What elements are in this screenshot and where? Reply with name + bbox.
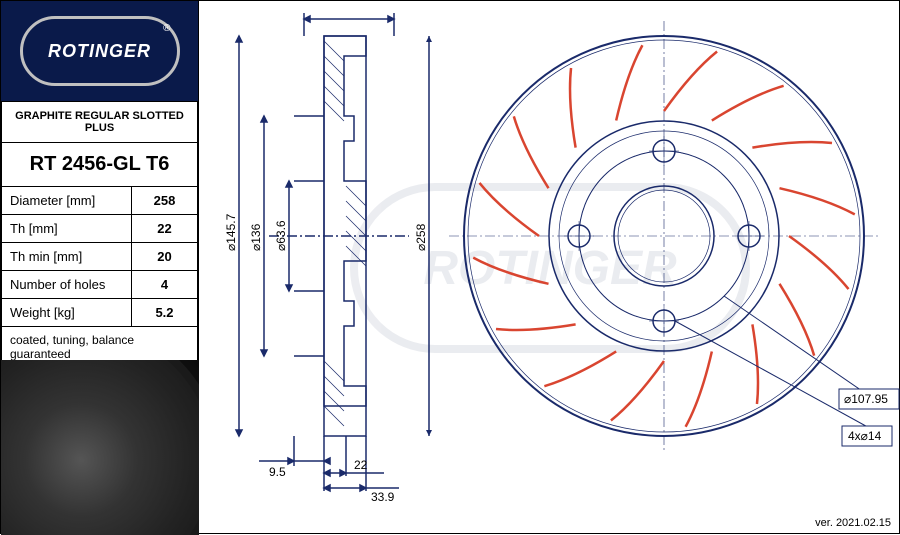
dim-w95: 9.5 — [269, 465, 286, 479]
spec-label: Number of holes — [2, 271, 132, 299]
spec-table: GRAPHITE REGULAR SLOTTED PLUS RT 2456-GL… — [1, 101, 198, 368]
spec-row: Number of holes 4 — [2, 271, 198, 299]
dim-d145: ⌀145.7 — [224, 213, 238, 251]
dim-d136: ⌀136 — [249, 223, 263, 251]
disc-photo-graphic — [1, 360, 199, 535]
drawing-area: ROTINGER — [199, 1, 900, 535]
brand-name: ROTINGER — [48, 41, 151, 62]
spec-value: 20 — [132, 243, 198, 271]
dim-w22: 22 — [354, 458, 368, 472]
spec-label: Th [mm] — [2, 215, 132, 243]
dim-d63: ⌀63.6 — [274, 220, 288, 251]
product-line: GRAPHITE REGULAR SLOTTED PLUS — [2, 102, 198, 143]
spec-row: Weight [kg] 5.2 — [2, 299, 198, 327]
version-label: ver. 2021.02.15 — [815, 517, 891, 529]
left-panel: ROTINGER ® GRAPHITE REGULAR SLOTTED PLUS… — [1, 1, 199, 535]
dim-holes: 4x⌀14 — [848, 429, 882, 443]
logo-area: ROTINGER ® — [1, 1, 198, 101]
spec-row: Th min [mm] 20 — [2, 243, 198, 271]
spec-label: Weight [kg] — [2, 299, 132, 327]
dim-d107: ⌀107.95 — [844, 392, 888, 406]
spec-label: Diameter [mm] — [2, 187, 132, 215]
product-photo — [1, 360, 199, 535]
spec-label: Th min [mm] — [2, 243, 132, 271]
dim-d258: ⌀258 — [414, 223, 428, 251]
spec-value: 258 — [132, 187, 198, 215]
spec-row: Diameter [mm] 258 — [2, 187, 198, 215]
front-view-drawing: ⌀107.95 4x⌀14 — [444, 1, 900, 521]
d258-dim: ⌀258 — [409, 1, 449, 521]
product-line-row: GRAPHITE REGULAR SLOTTED PLUS — [2, 102, 198, 143]
part-number-row: RT 2456-GL T6 — [2, 143, 198, 187]
spec-row: Th [mm] 22 — [2, 215, 198, 243]
part-number: RT 2456-GL T6 — [2, 143, 198, 187]
dim-w339: 33.9 — [371, 490, 395, 504]
spec-value: 4 — [132, 271, 198, 299]
registered-icon: ® — [163, 23, 170, 34]
spec-value: 5.2 — [132, 299, 198, 327]
logo-badge: ROTINGER ® — [20, 16, 180, 86]
spec-value: 22 — [132, 215, 198, 243]
